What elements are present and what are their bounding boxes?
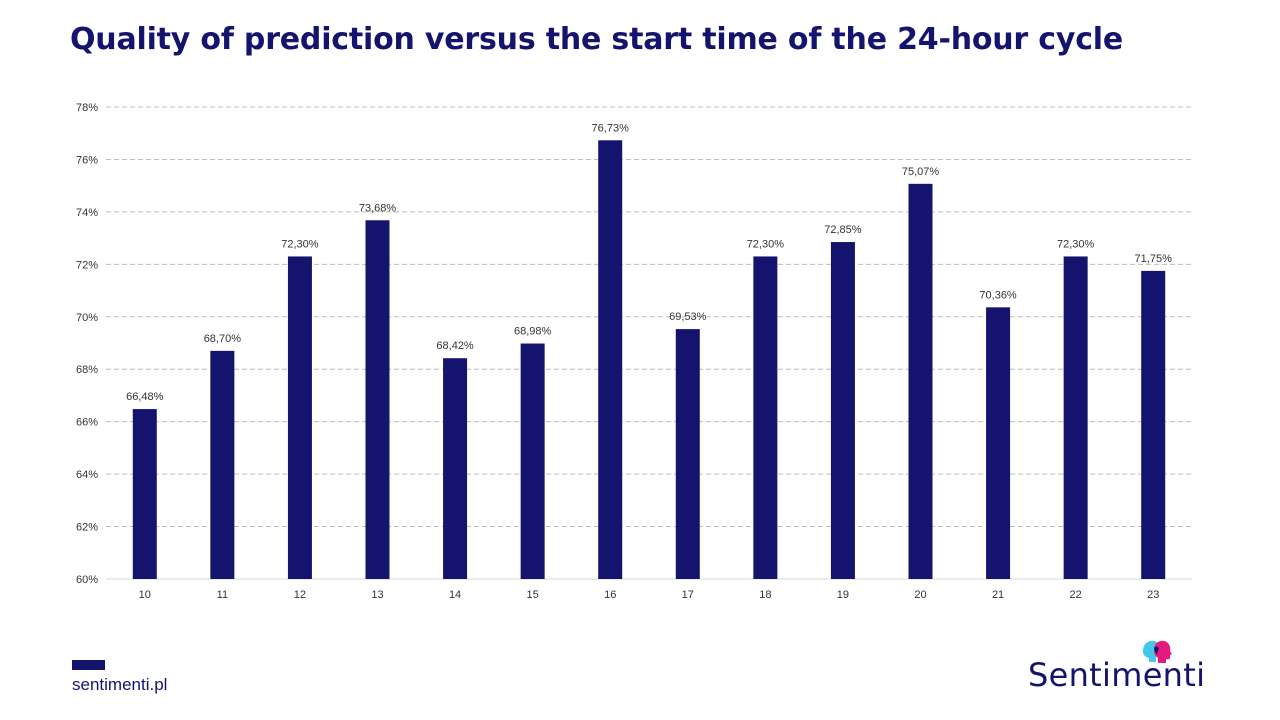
x-tick-label: 10 [139,589,151,601]
y-tick-label: 74% [76,207,98,219]
y-tick-label: 72% [76,259,98,271]
bar [1063,256,1088,579]
data-label: 68,98% [514,326,552,338]
logo-wordmark: Sentimenti [1028,656,1206,694]
bar [1141,270,1166,579]
y-tick-label: 70% [76,312,98,324]
bars [132,140,1166,580]
x-tick-label: 12 [294,589,306,601]
x-tick-label: 15 [527,589,539,601]
data-label: 72,30% [747,238,785,250]
data-label: 72,85% [824,224,862,236]
data-label: 68,70% [204,333,242,345]
x-tick-label: 14 [449,589,461,601]
bar [753,256,778,579]
data-label: 71,75% [1135,253,1173,265]
x-tick-label: 21 [992,589,1004,601]
data-label: 66,48% [126,391,164,403]
sentimenti-logo: Sentimenti [1028,638,1218,698]
y-tick-label: 64% [76,469,98,481]
y-axis-ticks: 60% 62% 64% 66% 68% 70% 72% 74% 76% 78% [76,102,98,586]
bar [210,350,235,579]
gridlines [106,106,1192,580]
bar [287,256,312,579]
x-axis-ticks: 10 11 12 13 14 15 16 17 18 19 20 21 22 23 [139,589,1160,601]
x-tick-label: 11 [217,589,228,601]
footer-accent-bar [72,660,105,670]
x-tick-label: 19 [837,589,849,601]
data-label: 72,30% [281,238,319,250]
logo-heads-icon [1143,640,1172,663]
y-tick-label: 76% [76,154,98,166]
data-labels: 66,48% 68,70% 72,30% 73,68% 68,42% 68,98% 76,7… [126,122,1172,403]
data-label: 72,30% [1057,238,1095,250]
x-tick-label: 18 [759,589,771,601]
data-label: 69,53% [669,311,707,323]
bar-chart: 60% 62% 64% 66% 68% 70% 72% 74% 76% 78% 66,48% 68,… [76,102,1192,601]
bar [132,409,157,579]
y-tick-label: 60% [76,574,98,586]
bar [675,329,700,579]
bar [443,358,468,579]
chart-title: Quality of prediction versus the start t… [70,22,1124,57]
footer-url[interactable]: sentimenti.pl [72,675,168,694]
bar [830,242,855,580]
y-tick-label: 78% [76,102,98,114]
x-tick-label: 13 [371,589,383,601]
x-tick-label: 17 [682,589,694,601]
x-tick-label: 16 [604,589,616,601]
y-tick-label: 66% [76,417,98,429]
bar [598,140,623,579]
data-label: 70,36% [979,289,1017,301]
bar [365,220,390,579]
x-tick-label: 22 [1070,589,1082,601]
x-tick-label: 20 [914,589,926,601]
data-label: 73,68% [359,202,397,214]
bar [986,307,1011,579]
y-tick-label: 62% [76,522,98,534]
data-label: 76,73% [592,122,630,134]
bar [908,183,933,579]
bar [520,343,545,579]
data-label: 68,42% [436,340,474,352]
data-label: 75,07% [902,166,940,178]
x-tick-label: 23 [1147,589,1159,601]
y-tick-label: 68% [76,364,98,376]
